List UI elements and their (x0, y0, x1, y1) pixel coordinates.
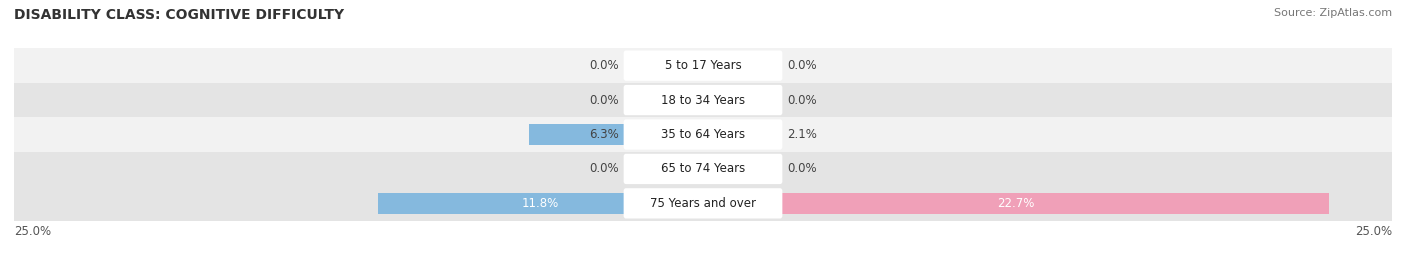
Text: 0.0%: 0.0% (787, 59, 817, 72)
Text: 0.0%: 0.0% (589, 94, 619, 107)
Bar (703, 89, 717, 111)
Bar (689, 55, 703, 76)
Text: 65 to 74 Years: 65 to 74 Years (661, 162, 745, 175)
Bar (14, 152, 1392, 186)
Bar (14, 83, 1392, 117)
Text: 0.0%: 0.0% (787, 94, 817, 107)
Text: 75 Years and over: 75 Years and over (650, 197, 756, 210)
Text: Source: ZipAtlas.com: Source: ZipAtlas.com (1274, 8, 1392, 18)
FancyBboxPatch shape (624, 188, 782, 218)
Text: 11.8%: 11.8% (522, 197, 560, 210)
Text: 25.0%: 25.0% (14, 225, 51, 238)
Text: 2.1%: 2.1% (787, 128, 817, 141)
Bar (14, 117, 1392, 152)
Bar (689, 158, 703, 180)
Bar (703, 193, 1329, 214)
Text: 22.7%: 22.7% (997, 197, 1035, 210)
Text: DISABILITY CLASS: COGNITIVE DIFFICULTY: DISABILITY CLASS: COGNITIVE DIFFICULTY (14, 8, 344, 22)
Bar (530, 124, 703, 145)
Text: 0.0%: 0.0% (589, 162, 619, 175)
Bar (14, 48, 1392, 83)
Bar (689, 89, 703, 111)
FancyBboxPatch shape (624, 85, 782, 115)
Text: 5 to 17 Years: 5 to 17 Years (665, 59, 741, 72)
Text: 0.0%: 0.0% (787, 162, 817, 175)
Bar (703, 55, 717, 76)
Text: 18 to 34 Years: 18 to 34 Years (661, 94, 745, 107)
FancyBboxPatch shape (624, 154, 782, 184)
Text: 25.0%: 25.0% (1355, 225, 1392, 238)
Text: 6.3%: 6.3% (589, 128, 619, 141)
Bar (378, 193, 703, 214)
FancyBboxPatch shape (624, 51, 782, 81)
Text: 35 to 64 Years: 35 to 64 Years (661, 128, 745, 141)
FancyBboxPatch shape (624, 119, 782, 150)
Bar (703, 158, 717, 180)
Text: 0.0%: 0.0% (589, 59, 619, 72)
Bar (14, 186, 1392, 221)
Bar (703, 124, 761, 145)
